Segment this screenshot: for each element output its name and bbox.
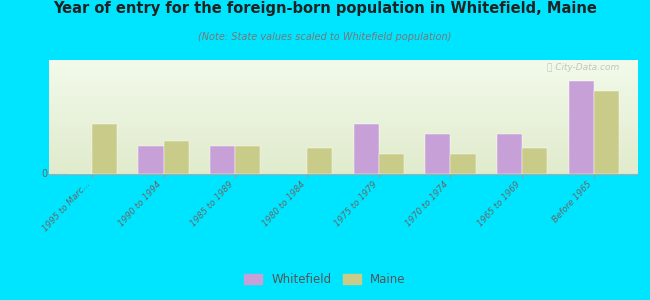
Bar xyxy=(164,141,188,174)
Bar xyxy=(450,154,476,174)
Bar xyxy=(307,148,332,174)
Text: Year of entry for the foreign-born population in Whitefield, Maine: Year of entry for the foreign-born popul… xyxy=(53,2,597,16)
Bar xyxy=(354,124,379,174)
Bar xyxy=(138,146,164,174)
Legend: Whitefield, Maine: Whitefield, Maine xyxy=(239,269,411,291)
Bar xyxy=(425,134,450,174)
Bar xyxy=(235,146,261,174)
Bar xyxy=(92,124,117,174)
Bar xyxy=(522,148,547,174)
Bar xyxy=(379,154,404,174)
Bar xyxy=(569,81,594,174)
Text: ⓒ City-Data.com: ⓒ City-Data.com xyxy=(547,63,619,72)
Text: (Note: State values scaled to Whitefield population): (Note: State values scaled to Whitefield… xyxy=(198,32,452,41)
Bar xyxy=(210,146,235,174)
Text: 0: 0 xyxy=(41,169,47,179)
Bar xyxy=(594,91,619,174)
Bar xyxy=(497,134,522,174)
